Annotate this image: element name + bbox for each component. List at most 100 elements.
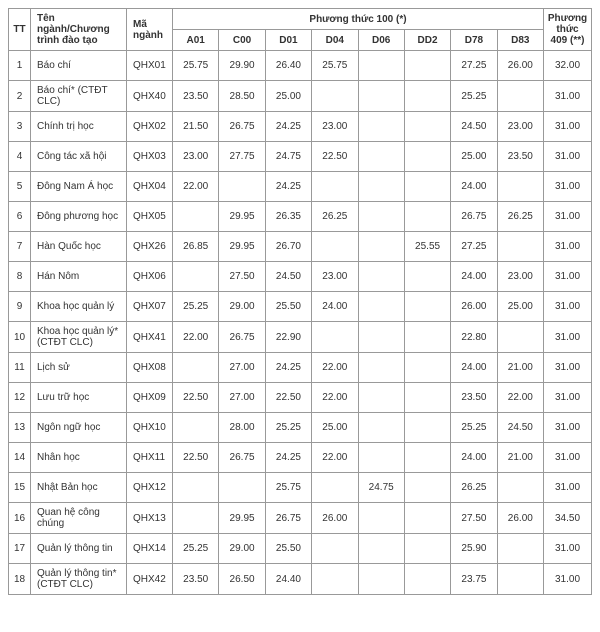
cell-score: 25.75 xyxy=(312,51,358,81)
cell-tt: 5 xyxy=(9,172,31,202)
header-method409: Phương thức 409 (**) xyxy=(544,9,592,51)
cell-score: 26.75 xyxy=(265,503,311,534)
cell-score xyxy=(497,172,543,202)
header-name: Tên ngành/Chương trình đào tạo xyxy=(31,9,127,51)
cell-score xyxy=(358,202,404,232)
cell-score xyxy=(358,322,404,353)
cell-method409: 31.00 xyxy=(544,322,592,353)
cell-method409: 34.50 xyxy=(544,503,592,534)
cell-score: 24.75 xyxy=(358,473,404,503)
cell-score: 26.00 xyxy=(497,503,543,534)
cell-score: 25.00 xyxy=(312,413,358,443)
cell-score xyxy=(358,51,404,81)
cell-score: 24.00 xyxy=(451,443,497,473)
cell-score: 25.75 xyxy=(265,473,311,503)
cell-score xyxy=(312,564,358,595)
cell-method409: 31.00 xyxy=(544,383,592,413)
cell-code: QHX13 xyxy=(127,503,173,534)
table-row: 2Báo chí* (CTĐT CLC)QHX4023.5028.5025.00… xyxy=(9,81,592,112)
cell-score: 29.00 xyxy=(219,292,265,322)
cell-score: 26.85 xyxy=(173,232,219,262)
cell-score: 26.00 xyxy=(312,503,358,534)
cell-score: 29.95 xyxy=(219,503,265,534)
cell-score xyxy=(358,262,404,292)
cell-score: 25.50 xyxy=(265,534,311,564)
cell-name: Công tác xã hội xyxy=(31,142,127,172)
cell-score: 22.00 xyxy=(173,172,219,202)
cell-score xyxy=(358,353,404,383)
cell-score xyxy=(497,564,543,595)
cell-tt: 14 xyxy=(9,443,31,473)
cell-score xyxy=(358,443,404,473)
cell-score xyxy=(404,292,450,322)
table-row: 11Lịch sửQHX0827.0024.2522.0024.0021.003… xyxy=(9,353,592,383)
cell-score xyxy=(173,353,219,383)
cell-score xyxy=(404,564,450,595)
cell-score: 29.95 xyxy=(219,232,265,262)
cell-score xyxy=(173,202,219,232)
cell-score xyxy=(404,81,450,112)
cell-code: QHX10 xyxy=(127,413,173,443)
cell-score: 24.25 xyxy=(265,172,311,202)
cell-tt: 18 xyxy=(9,564,31,595)
cell-score: 23.00 xyxy=(173,142,219,172)
cell-score xyxy=(312,232,358,262)
cell-name: Nhân học xyxy=(31,443,127,473)
cell-method409: 31.00 xyxy=(544,292,592,322)
cell-score xyxy=(358,503,404,534)
cell-score: 29.90 xyxy=(219,51,265,81)
cell-name: Quản lý thông tin xyxy=(31,534,127,564)
cell-score xyxy=(358,534,404,564)
cell-score: 22.00 xyxy=(173,322,219,353)
cell-name: Khoa học quản lý xyxy=(31,292,127,322)
header-tt: TT xyxy=(9,9,31,51)
cell-tt: 1 xyxy=(9,51,31,81)
cell-score: 22.00 xyxy=(497,383,543,413)
cell-tt: 7 xyxy=(9,232,31,262)
cell-name: Quản lý thông tin* (CTĐT CLC) xyxy=(31,564,127,595)
cell-code: QHX07 xyxy=(127,292,173,322)
cell-score: 21.00 xyxy=(497,353,543,383)
cell-score: 22.50 xyxy=(173,443,219,473)
cell-score xyxy=(404,262,450,292)
cell-method409: 31.00 xyxy=(544,473,592,503)
cell-score: 23.50 xyxy=(451,383,497,413)
cell-code: QHX03 xyxy=(127,142,173,172)
cell-method409: 31.00 xyxy=(544,413,592,443)
cell-score xyxy=(404,413,450,443)
cell-tt: 8 xyxy=(9,262,31,292)
table-row: 17Quản lý thông tinQHX1425.2529.0025.502… xyxy=(9,534,592,564)
cell-score: 23.00 xyxy=(312,112,358,142)
cell-code: QHX06 xyxy=(127,262,173,292)
cell-name: Báo chí* (CTĐT CLC) xyxy=(31,81,127,112)
cell-score: 24.75 xyxy=(265,142,311,172)
cell-tt: 2 xyxy=(9,81,31,112)
cell-score: 25.00 xyxy=(451,142,497,172)
table-row: 18Quản lý thông tin* (CTĐT CLC)QHX4223.5… xyxy=(9,564,592,595)
cell-score xyxy=(404,353,450,383)
cell-code: QHX14 xyxy=(127,534,173,564)
cell-score xyxy=(404,322,450,353)
cell-name: Chính trị học xyxy=(31,112,127,142)
table-header: TT Tên ngành/Chương trình đào tạo Mã ngà… xyxy=(9,9,592,51)
header-code: Mã ngành xyxy=(127,9,173,51)
cell-score: 28.50 xyxy=(219,81,265,112)
cell-score: 28.00 xyxy=(219,413,265,443)
table-row: 9Khoa học quản lýQHX0725.2529.0025.5024.… xyxy=(9,292,592,322)
cell-name: Lịch sử xyxy=(31,353,127,383)
cell-tt: 17 xyxy=(9,534,31,564)
cell-score: 22.80 xyxy=(451,322,497,353)
cell-score: 26.75 xyxy=(451,202,497,232)
cell-score: 24.25 xyxy=(265,112,311,142)
cell-score: 26.25 xyxy=(312,202,358,232)
cell-score xyxy=(312,473,358,503)
cell-score: 24.00 xyxy=(451,353,497,383)
cell-score xyxy=(404,172,450,202)
cell-score xyxy=(497,473,543,503)
cell-code: QHX40 xyxy=(127,81,173,112)
cell-score: 24.50 xyxy=(451,112,497,142)
cell-code: QHX08 xyxy=(127,353,173,383)
cell-tt: 4 xyxy=(9,142,31,172)
table-row: 12Lưu trữ họcQHX0922.5027.0022.5022.0023… xyxy=(9,383,592,413)
cell-score xyxy=(404,503,450,534)
